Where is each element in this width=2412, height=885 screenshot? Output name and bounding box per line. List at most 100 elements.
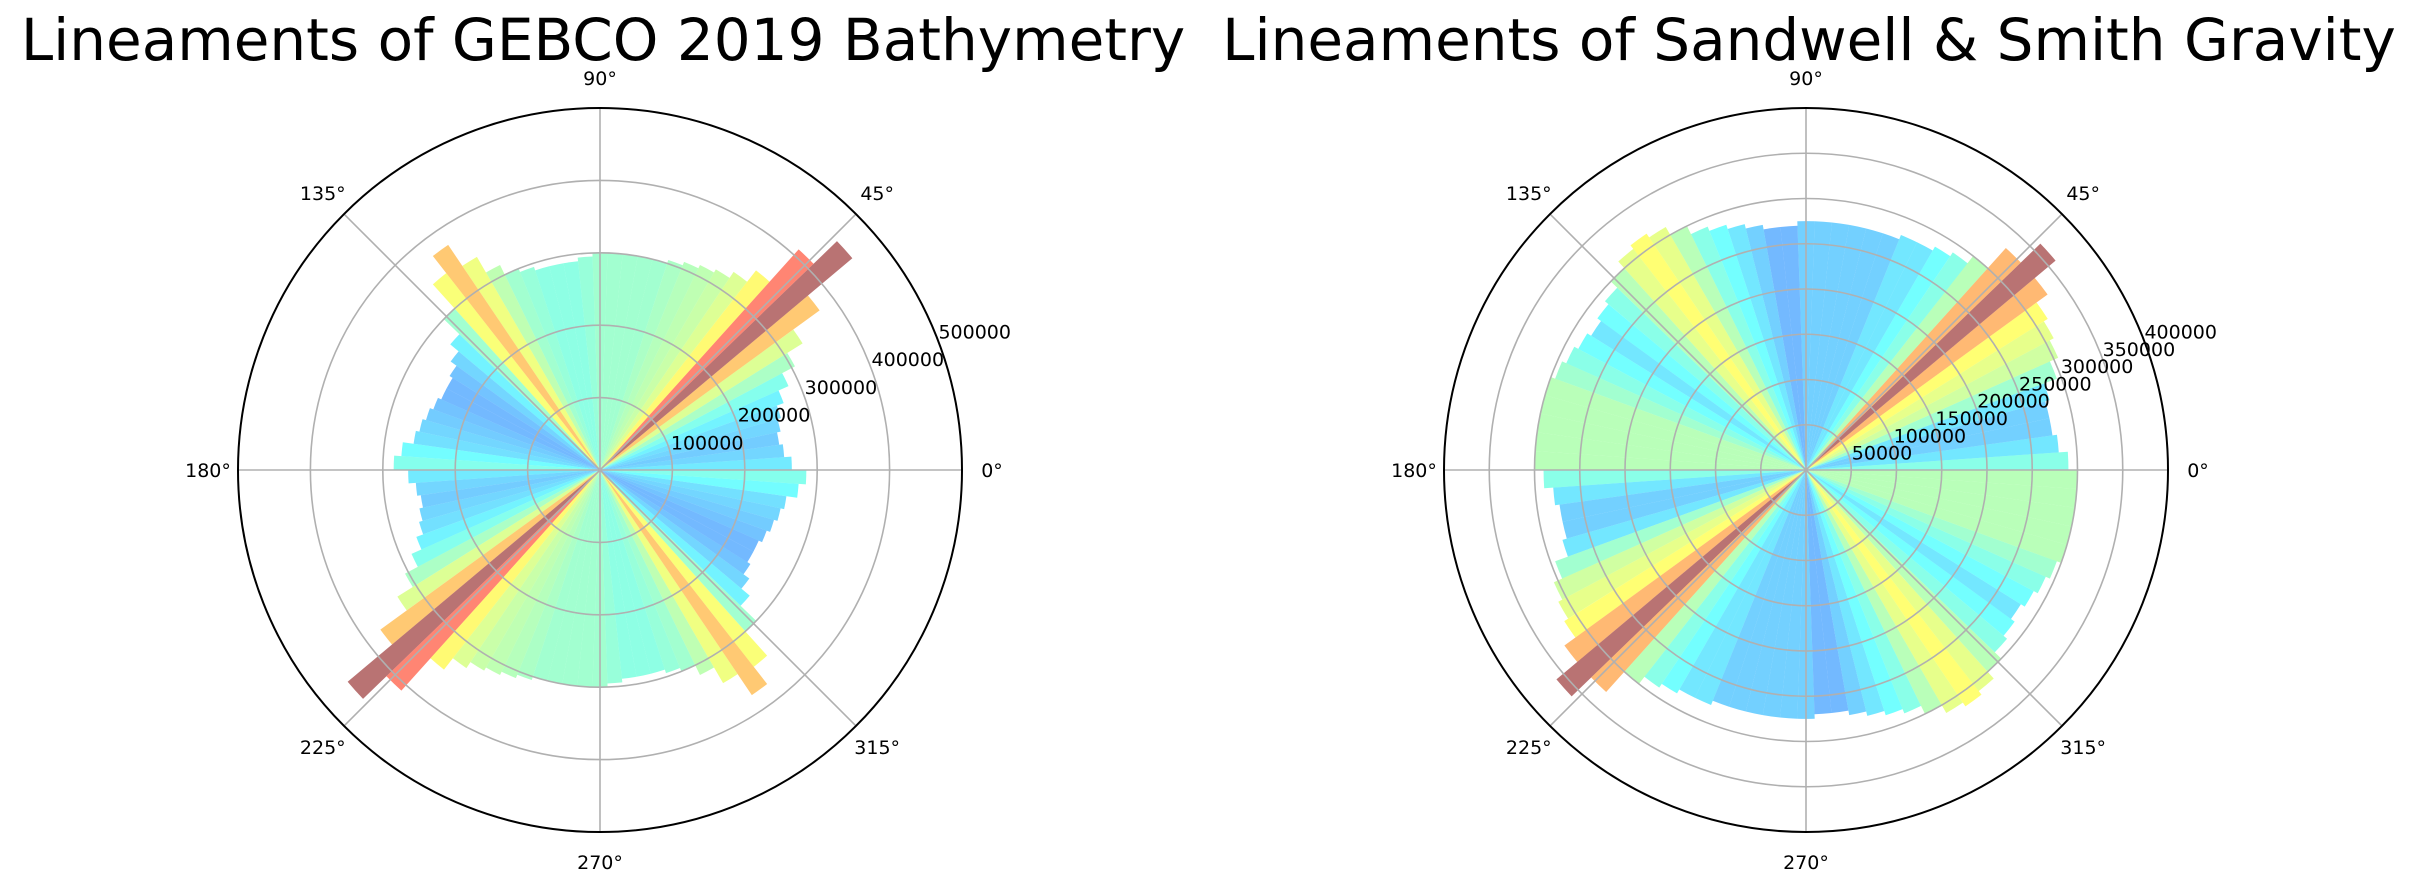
rose-bar xyxy=(470,470,600,671)
rose-bar xyxy=(600,256,653,470)
rose-bar xyxy=(1806,470,2075,527)
rose-bar xyxy=(1690,226,1806,470)
rose-bar xyxy=(600,470,651,677)
rose-bar xyxy=(420,470,600,508)
rose-bar xyxy=(1618,248,1806,470)
theta-tick-label: 180° xyxy=(1391,460,1437,482)
rose-bar xyxy=(1578,333,1806,470)
rose-bar xyxy=(1806,451,2069,470)
rose-bar xyxy=(600,241,853,470)
radial-gridline xyxy=(1578,242,2034,698)
rose-bar xyxy=(386,470,600,691)
rose-bar xyxy=(1562,470,1806,539)
rose-bar xyxy=(600,271,748,470)
rose-bar xyxy=(600,470,750,589)
radial-tick-label: 400000 xyxy=(872,349,945,371)
rose-bar xyxy=(1535,432,1806,470)
rose-bar xyxy=(1806,470,2015,636)
rose-bar xyxy=(1745,470,1806,716)
rose-bar xyxy=(1806,470,2067,563)
rose-bar xyxy=(1806,470,2046,594)
rose-bar xyxy=(1806,228,1883,470)
rose-bar xyxy=(1537,413,1806,470)
rose-bar xyxy=(450,334,600,470)
radial-tick-label: 200000 xyxy=(1977,391,2050,413)
chart-panel-gebco: Lineaments of GEBCO 2019 Bathymetry 0° 45… xyxy=(21,6,1185,874)
radial-gridline xyxy=(1669,333,1943,607)
rose-bar xyxy=(1540,395,1806,470)
angular-gridline xyxy=(343,469,601,727)
rose-bar xyxy=(1806,278,2048,470)
rose-bar xyxy=(1806,235,1918,470)
polar-chart-gebco: 0° 45° 90° 135° 180° 225° 270° 315° 100000 200000… xyxy=(185,68,1011,874)
rose-bar xyxy=(1806,470,2021,619)
rose-bar xyxy=(562,470,600,687)
rose-bar xyxy=(1806,224,1867,470)
rose-bar xyxy=(1806,256,1988,470)
rose-bar xyxy=(600,470,751,575)
rose-bar xyxy=(1610,268,1806,470)
rose-bar xyxy=(504,268,600,470)
rose-bar xyxy=(1806,470,1942,715)
theta-tick-label: 270° xyxy=(577,852,623,874)
rose-bar xyxy=(600,269,730,470)
bars-group xyxy=(347,241,853,699)
rose-bar xyxy=(600,390,784,470)
rose-bar xyxy=(600,470,787,510)
rose-bar xyxy=(1564,470,1806,662)
rose-bar xyxy=(600,470,623,684)
rose-bar xyxy=(600,295,820,470)
angular-gridline xyxy=(599,469,857,727)
rose-bar xyxy=(600,470,759,552)
rose-bar xyxy=(1558,470,1806,619)
theta-tick-label: 0° xyxy=(981,460,1003,482)
rose-bar xyxy=(600,373,789,470)
rose-bar xyxy=(1806,470,1885,716)
rose-bar xyxy=(600,470,768,667)
rose-bar xyxy=(519,266,600,470)
rose-bar xyxy=(1806,383,2050,470)
rose-bar xyxy=(1806,470,1922,714)
rose-bar xyxy=(577,470,600,688)
rose-bar xyxy=(1806,340,2059,470)
radial-tick-label: 300000 xyxy=(805,377,878,399)
rose-bar xyxy=(1694,470,1806,705)
rose-bar xyxy=(600,470,757,632)
rose-bar xyxy=(443,308,600,470)
rose-bar xyxy=(600,432,780,470)
theta-tick-label: 135° xyxy=(1506,183,1552,205)
theta-tick-label: 90° xyxy=(583,68,617,90)
rose-bar xyxy=(1806,302,2048,470)
radial-tick-label: 50000 xyxy=(1852,443,1912,465)
rose-bar xyxy=(1591,470,1806,692)
radial-tick-label: 200000 xyxy=(738,405,811,427)
rose-bar xyxy=(1562,470,1806,557)
rose-bar xyxy=(1806,470,1982,707)
rose-bar xyxy=(600,470,696,672)
rose-bar xyxy=(1670,225,1806,470)
rose-bar xyxy=(600,470,768,696)
radial-tick-label: 250000 xyxy=(2019,373,2092,395)
rose-bar xyxy=(405,470,600,588)
radial-tick-label: 300000 xyxy=(2061,356,2134,378)
rose-bar xyxy=(347,470,600,699)
rose-bar xyxy=(600,470,799,498)
rose-bar xyxy=(413,430,600,470)
rose-bar xyxy=(600,470,767,543)
rose-bar xyxy=(419,419,600,470)
rose-bar xyxy=(1806,470,2057,579)
radial-gridline xyxy=(381,252,818,688)
rose-bar xyxy=(577,256,600,470)
rose-bar xyxy=(1709,224,1806,470)
rose-bar xyxy=(1712,470,1806,707)
rose-bar xyxy=(1553,470,1806,506)
rose-bar xyxy=(600,249,814,470)
rose-bar xyxy=(393,455,600,470)
rose-bar xyxy=(485,265,600,470)
rose-bar xyxy=(430,470,600,670)
rose-bar xyxy=(600,252,623,470)
rose-bar xyxy=(1729,470,1806,712)
rose-bar xyxy=(1543,470,1806,489)
chart-panel-gravity: Lineaments of Sandwell & Smith Gravity 0… xyxy=(1206,0,2412,885)
rose-bar xyxy=(462,256,600,470)
